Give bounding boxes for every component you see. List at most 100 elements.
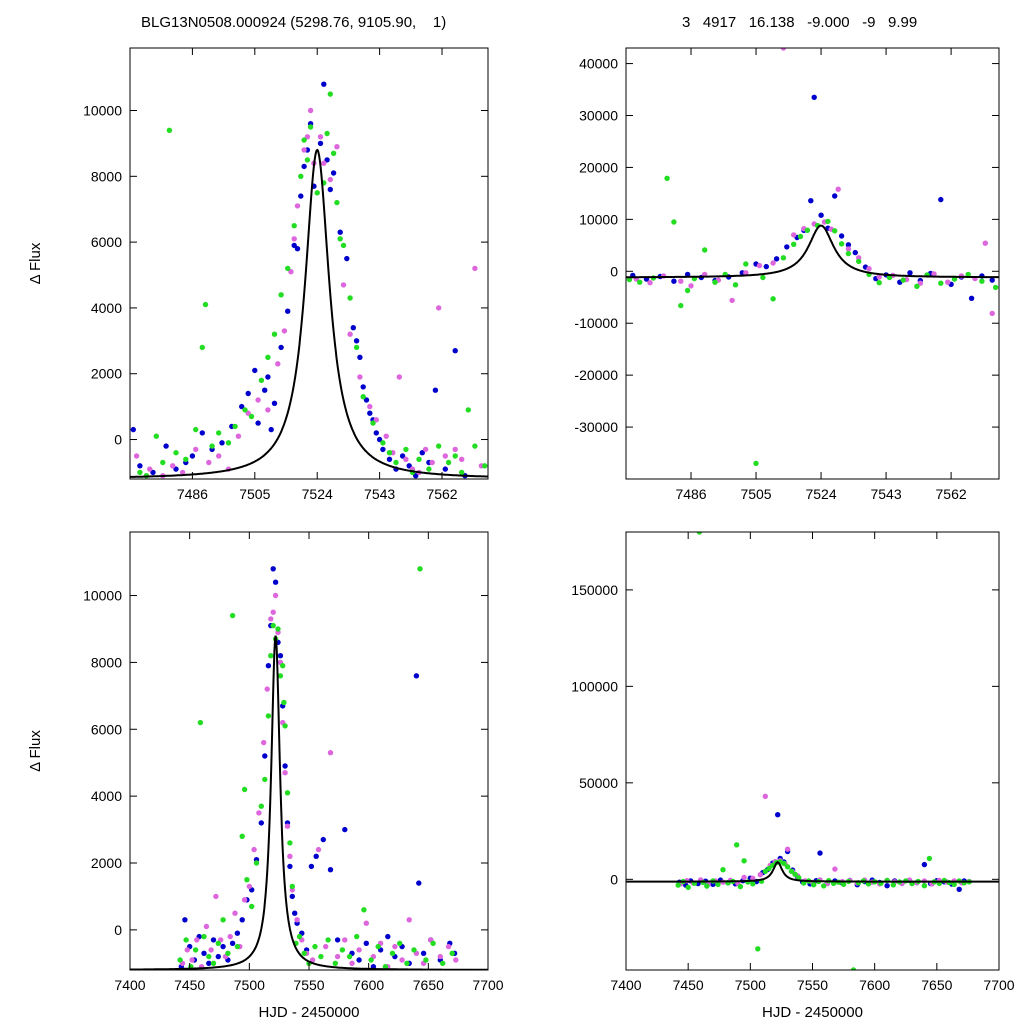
header-object-id: BLG13N0508.000924 (5298.76, 9105.90, 1): [141, 14, 447, 31]
data-point: [349, 960, 355, 966]
data-point: [241, 786, 248, 793]
data-point: [252, 367, 258, 374]
data-point: [982, 240, 988, 246]
data-point: [193, 446, 199, 453]
x-tick-label: 7550: [797, 977, 828, 993]
data-point: [756, 262, 763, 269]
data-point: [989, 310, 995, 317]
data-point: [330, 150, 337, 156]
data-point: [753, 460, 759, 467]
data-point: [182, 917, 188, 923]
data-point: [773, 256, 780, 262]
data-point: [216, 430, 222, 436]
data-point: [363, 920, 369, 926]
data-point: [294, 246, 301, 252]
data-point: [262, 753, 268, 759]
data-point: [183, 456, 189, 462]
data-point: [440, 960, 446, 966]
data-point: [344, 255, 350, 262]
data-point: [353, 344, 360, 351]
data-point: [160, 459, 166, 466]
data-point: [416, 880, 422, 886]
data-point: [285, 265, 291, 272]
y-tick-label: 0: [114, 922, 122, 938]
data-point: [367, 410, 373, 416]
data-point: [271, 400, 278, 406]
x-tick-label: 7562: [426, 486, 457, 502]
panel-bottom-left: 7400 7450 7500 7550 7600 7650 7700 0 2000 4000 600…: [27, 531, 504, 1021]
data-point: [323, 943, 329, 950]
data-point: [334, 144, 340, 150]
data-point: [770, 296, 776, 302]
data-point: [170, 463, 176, 469]
data-point: [337, 229, 343, 235]
y-axis-label: Δ Flux: [27, 242, 44, 284]
data-point: [835, 186, 841, 192]
data-point: [220, 917, 226, 923]
data-point: [413, 673, 420, 679]
data-point: [688, 283, 694, 289]
data-point: [235, 433, 242, 439]
data-point: [811, 882, 817, 888]
y-tick-label: 6000: [91, 721, 122, 737]
data-point: [399, 957, 405, 963]
data-point: [406, 917, 412, 923]
data-point: [201, 950, 207, 956]
data-point: [298, 173, 304, 179]
data-point: [403, 446, 409, 453]
data-point: [791, 232, 797, 238]
data-point: [396, 374, 402, 380]
data-point: [291, 236, 297, 242]
data-point: [281, 328, 288, 334]
data-point: [426, 466, 432, 472]
x-tick-label: 7700: [472, 977, 503, 993]
data-point: [452, 348, 458, 354]
data-point: [330, 170, 337, 176]
x-tick-label: 7600: [859, 977, 890, 993]
x-tick-label: 7650: [921, 977, 952, 993]
data-point: [206, 953, 212, 960]
data-point: [938, 280, 944, 286]
data-point: [232, 423, 238, 430]
data-point: [317, 140, 324, 147]
data-point: [262, 776, 268, 783]
data-point: [380, 446, 386, 453]
data-point: [232, 910, 238, 916]
data-point: [385, 933, 391, 940]
data-point: [251, 846, 257, 853]
data-point: [173, 466, 179, 472]
data-point: [268, 616, 274, 622]
data-point: [354, 933, 360, 940]
data-point: [375, 943, 381, 950]
plot-frame: [129, 47, 489, 480]
data-point: [307, 124, 314, 130]
data-point: [313, 853, 319, 859]
data-point: [356, 957, 362, 963]
data-point: [368, 957, 374, 963]
y-tick-label: 10000: [83, 103, 122, 119]
data-point: [845, 242, 852, 248]
data-point: [403, 456, 409, 462]
data-point: [712, 279, 718, 285]
data-point: [856, 258, 862, 265]
data-point: [289, 883, 295, 890]
data-point: [951, 881, 957, 887]
data-point: [356, 947, 362, 953]
data-point: [406, 463, 412, 469]
data-point: [386, 450, 393, 456]
data-point: [253, 860, 260, 866]
data-point: [284, 790, 291, 796]
x-tick-label: 7505: [239, 486, 270, 502]
data-point: [287, 853, 293, 859]
data-point: [246, 883, 252, 890]
data-point: [340, 282, 347, 288]
data-point: [459, 456, 465, 462]
data-point: [294, 917, 300, 923]
x-tick-label: 7400: [114, 977, 145, 993]
data-point: [215, 953, 221, 960]
data-point: [386, 456, 393, 462]
data-point: [900, 277, 906, 283]
data-point: [133, 453, 140, 459]
data-point: [357, 374, 363, 380]
data-point: [465, 407, 471, 413]
